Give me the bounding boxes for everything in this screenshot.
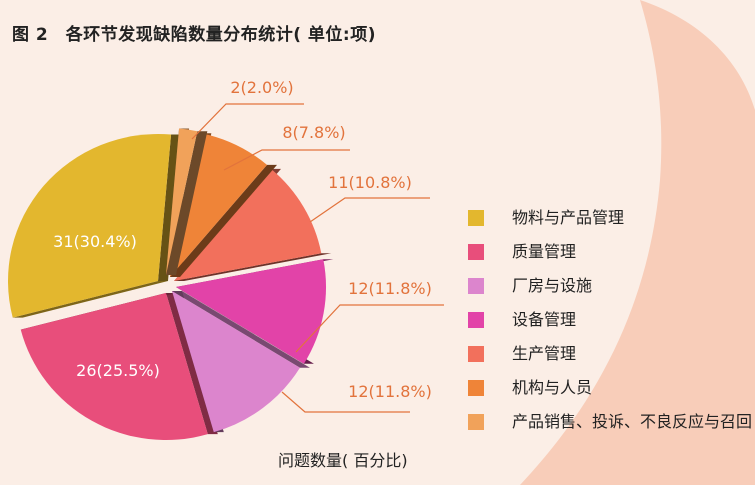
legend-swatch bbox=[468, 414, 484, 430]
legend-item: 质量管理 bbox=[468, 241, 753, 263]
chart-title: 图 2 各环节发现缺陷数量分布统计( 单位:项) bbox=[12, 25, 377, 45]
slice-label: 8(7.8%) bbox=[282, 123, 345, 142]
legend-item: 厂房与设施 bbox=[468, 275, 753, 297]
legend: 物料与产品管理 质量管理厂房与设施设备管理生产管理机构与人员产品销售、投诉、不良反… bbox=[468, 207, 753, 445]
pie-slice bbox=[176, 259, 326, 364]
legend-swatch bbox=[468, 244, 484, 260]
pie-slice bbox=[7, 133, 172, 318]
legend-label: 产品销售、投诉、不良反应与召回 bbox=[512, 412, 753, 431]
legend-swatch bbox=[468, 380, 484, 396]
slice-label: 2(2.0%) bbox=[230, 78, 293, 97]
slice-label: 11(10.8%) bbox=[328, 173, 412, 192]
legend-item: 机构与人员 bbox=[468, 377, 753, 399]
leader-line bbox=[295, 304, 444, 353]
slice-rim bbox=[166, 131, 208, 275]
legend-swatch bbox=[468, 210, 484, 226]
legend-label: 生产管理 bbox=[512, 344, 577, 363]
legend-item: 物料与产品管理 bbox=[468, 207, 753, 229]
legend-label: 机构与人员 bbox=[512, 378, 593, 397]
legend-label: 物料与产品管理 bbox=[512, 208, 625, 227]
legend-label: 厂房与设施 bbox=[512, 276, 593, 295]
leader-line bbox=[281, 391, 410, 413]
slice-label: 26(25.5%) bbox=[76, 361, 160, 380]
legend-item: 设备管理 bbox=[468, 309, 753, 331]
leader-line bbox=[309, 197, 430, 223]
background-accent bbox=[520, 0, 755, 485]
leader-line bbox=[191, 103, 304, 140]
slice-rim bbox=[170, 164, 278, 277]
pie-slice bbox=[20, 293, 208, 440]
slice-label: 12(11.8%) bbox=[348, 279, 432, 298]
slice-rim bbox=[174, 253, 332, 281]
legend-swatch bbox=[468, 278, 484, 294]
slice-label: 31(30.4%) bbox=[53, 232, 137, 251]
pie-slices bbox=[7, 128, 334, 440]
pie-slice bbox=[174, 168, 322, 281]
pie-slice bbox=[166, 128, 198, 275]
pie-slice bbox=[172, 291, 300, 433]
legend-label: 质量管理 bbox=[512, 242, 577, 261]
legend-item: 产品销售、投诉、不良反应与召回 bbox=[468, 411, 753, 433]
slice-label: 12(11.8%) bbox=[348, 382, 432, 401]
leader-lines bbox=[191, 103, 444, 413]
slice-side bbox=[172, 291, 310, 368]
leader-line bbox=[223, 149, 350, 171]
slice-side bbox=[12, 281, 169, 318]
legend-item: 生产管理 bbox=[468, 343, 753, 365]
axis-caption: 问题数量( 百分比) bbox=[278, 451, 408, 470]
legend-label: 设备管理 bbox=[512, 310, 577, 329]
legend-swatch bbox=[468, 312, 484, 328]
legend-swatch bbox=[468, 346, 484, 362]
data-labels: 31(30.4%) 26(25.5%) 12(11.8%) 12(11.8%) 11(1… bbox=[53, 78, 432, 401]
